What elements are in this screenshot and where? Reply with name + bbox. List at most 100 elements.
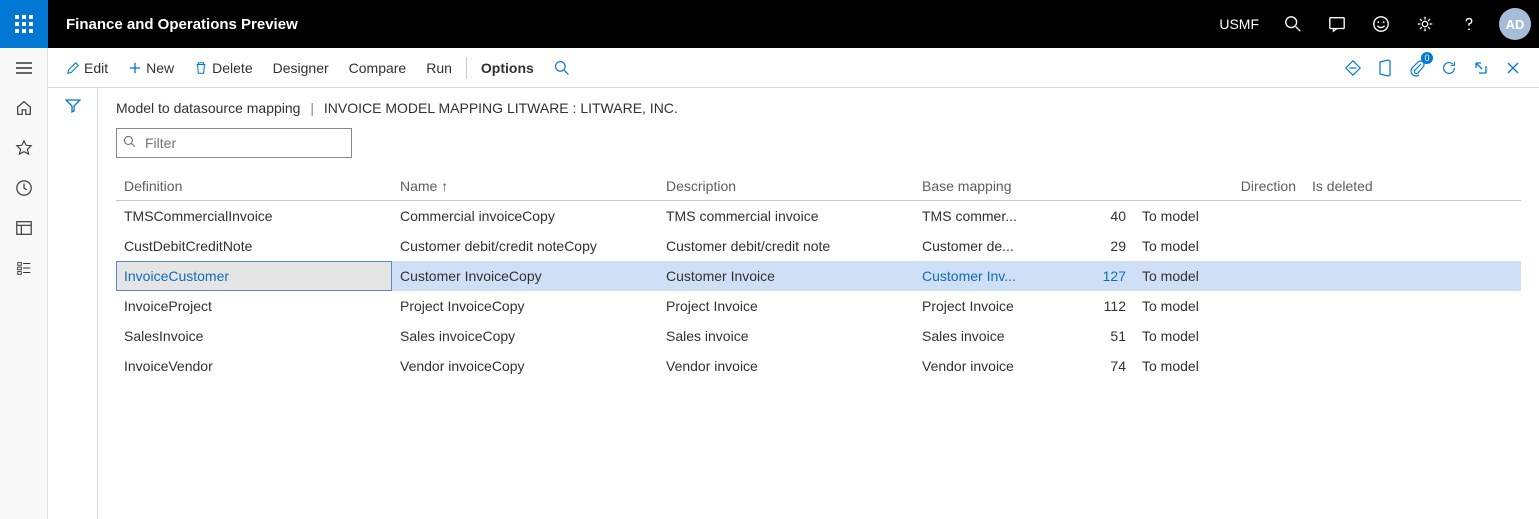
table-row[interactable]: SalesInvoiceSales invoiceCopySales invoi… xyxy=(116,321,1521,351)
cell-description[interactable]: Customer debit/credit note xyxy=(658,231,914,261)
find-button[interactable] xyxy=(544,48,580,88)
cell-base[interactable]: Customer Inv... xyxy=(914,261,1074,291)
cell-base[interactable]: Customer de... xyxy=(914,231,1074,261)
col-description[interactable]: Description xyxy=(658,172,914,201)
designer-button[interactable]: Designer xyxy=(263,48,339,88)
table-row[interactable]: InvoiceCustomerCustomer InvoiceCopyCusto… xyxy=(116,261,1521,291)
cell-name[interactable]: Customer InvoiceCopy xyxy=(392,261,658,291)
user-avatar[interactable]: AD xyxy=(1499,8,1531,40)
delete-label: Delete xyxy=(212,60,252,76)
nav-expand-button[interactable] xyxy=(0,48,48,88)
breadcrumb: Model to datasource mapping | INVOICE MO… xyxy=(116,100,1521,116)
nav-recent[interactable] xyxy=(0,168,48,208)
cell-description[interactable]: Vendor invoice xyxy=(658,351,914,381)
cell-deleted[interactable] xyxy=(1304,291,1521,321)
cell-description[interactable]: Customer Invoice xyxy=(658,261,914,291)
nav-workspaces[interactable] xyxy=(0,208,48,248)
cell-name[interactable]: Vendor invoiceCopy xyxy=(392,351,658,381)
cell-base[interactable]: Sales invoice xyxy=(914,321,1074,351)
cell-deleted[interactable] xyxy=(1304,351,1521,381)
filter-pane-toggle[interactable] xyxy=(65,98,81,519)
mapping-grid: Definition Name Description Base mapping… xyxy=(116,172,1521,381)
star-icon xyxy=(15,139,33,157)
smile-icon xyxy=(1372,15,1390,33)
cell-definition[interactable]: CustDebitCreditNote xyxy=(116,231,392,261)
cell-direction[interactable]: To model xyxy=(1134,231,1304,261)
col-direction[interactable]: Direction xyxy=(1134,172,1304,201)
cell-deleted[interactable] xyxy=(1304,261,1521,291)
cell-base_num[interactable]: 127 xyxy=(1074,261,1134,291)
cell-definition[interactable]: TMSCommercialInvoice xyxy=(116,201,392,231)
cell-name[interactable]: Project InvoiceCopy xyxy=(392,291,658,321)
office-button[interactable] xyxy=(1371,54,1399,82)
cell-base_num[interactable]: 112 xyxy=(1074,291,1134,321)
cell-base[interactable]: TMS commer... xyxy=(914,201,1074,231)
delete-button[interactable]: Delete xyxy=(184,48,262,88)
cell-base[interactable]: Project Invoice xyxy=(914,291,1074,321)
cell-direction[interactable]: To model xyxy=(1134,321,1304,351)
cell-name[interactable]: Customer debit/credit noteCopy xyxy=(392,231,658,261)
edit-button[interactable]: Edit xyxy=(56,48,118,88)
cell-base_num[interactable]: 40 xyxy=(1074,201,1134,231)
cell-direction[interactable]: To model xyxy=(1134,351,1304,381)
cell-deleted[interactable] xyxy=(1304,231,1521,261)
compare-button[interactable]: Compare xyxy=(339,48,417,88)
col-is-deleted[interactable]: Is deleted xyxy=(1304,172,1521,201)
cell-description[interactable]: Project Invoice xyxy=(658,291,914,321)
cell-base_num[interactable]: 51 xyxy=(1074,321,1134,351)
refresh-button[interactable] xyxy=(1435,54,1463,82)
popout-button[interactable] xyxy=(1467,54,1495,82)
nav-favorites[interactable] xyxy=(0,128,48,168)
cell-base_num[interactable]: 29 xyxy=(1074,231,1134,261)
cell-definition[interactable]: InvoiceVendor xyxy=(116,351,392,381)
compare-label: Compare xyxy=(349,60,407,76)
cell-base_num[interactable]: 74 xyxy=(1074,351,1134,381)
options-label: Options xyxy=(481,60,534,76)
col-definition[interactable]: Definition xyxy=(116,172,392,201)
cell-definition[interactable]: SalesInvoice xyxy=(116,321,392,351)
funnel-icon xyxy=(65,98,81,114)
col-base-mapping[interactable]: Base mapping xyxy=(914,172,1134,201)
cell-description[interactable]: TMS commercial invoice xyxy=(658,201,914,231)
nav-modules[interactable] xyxy=(0,248,48,288)
diamond-icon xyxy=(1344,59,1362,77)
cell-name[interactable]: Commercial invoiceCopy xyxy=(392,201,658,231)
search-button[interactable] xyxy=(1271,0,1315,48)
page-title: Model to datasource mapping xyxy=(116,100,300,116)
cell-definition[interactable]: InvoiceProject xyxy=(116,291,392,321)
table-row[interactable]: InvoiceVendorVendor invoiceCopyVendor in… xyxy=(116,351,1521,381)
filter-input[interactable] xyxy=(116,128,352,158)
feedback-button[interactable] xyxy=(1359,0,1403,48)
close-button[interactable] xyxy=(1499,54,1527,82)
options-button[interactable]: Options xyxy=(471,48,544,88)
company-label[interactable]: USMF xyxy=(1207,16,1271,32)
col-name[interactable]: Name xyxy=(392,172,658,201)
cell-deleted[interactable] xyxy=(1304,321,1521,351)
table-row[interactable]: InvoiceProjectProject InvoiceCopyProject… xyxy=(116,291,1521,321)
cell-direction[interactable]: To model xyxy=(1134,201,1304,231)
nav-home[interactable] xyxy=(0,88,48,128)
cell-base[interactable]: Vendor invoice xyxy=(914,351,1074,381)
app-launcher-button[interactable] xyxy=(0,0,48,48)
cell-direction[interactable]: To model xyxy=(1134,261,1304,291)
messages-button[interactable] xyxy=(1315,0,1359,48)
cell-deleted[interactable] xyxy=(1304,201,1521,231)
cell-direction[interactable]: To model xyxy=(1134,291,1304,321)
cell-name[interactable]: Sales invoiceCopy xyxy=(392,321,658,351)
table-row[interactable]: TMSCommercialInvoiceCommercial invoiceCo… xyxy=(116,201,1521,231)
attachments-button[interactable]: 0 xyxy=(1403,54,1431,82)
cell-definition[interactable]: InvoiceCustomer xyxy=(116,261,392,291)
popout-icon xyxy=(1473,60,1489,76)
help-button[interactable] xyxy=(1447,0,1491,48)
quick-filter xyxy=(116,128,1521,158)
action-bar: Edit New Delete Designer Compare Run Opt… xyxy=(48,48,1539,88)
run-button[interactable]: Run xyxy=(416,48,462,88)
settings-button[interactable] xyxy=(1403,0,1447,48)
gear-icon xyxy=(1416,15,1434,33)
table-row[interactable]: CustDebitCreditNoteCustomer debit/credit… xyxy=(116,231,1521,261)
pencil-icon xyxy=(66,61,80,75)
dataverse-button[interactable] xyxy=(1339,54,1367,82)
refresh-icon xyxy=(1440,59,1458,77)
new-button[interactable]: New xyxy=(118,48,184,88)
cell-description[interactable]: Sales invoice xyxy=(658,321,914,351)
